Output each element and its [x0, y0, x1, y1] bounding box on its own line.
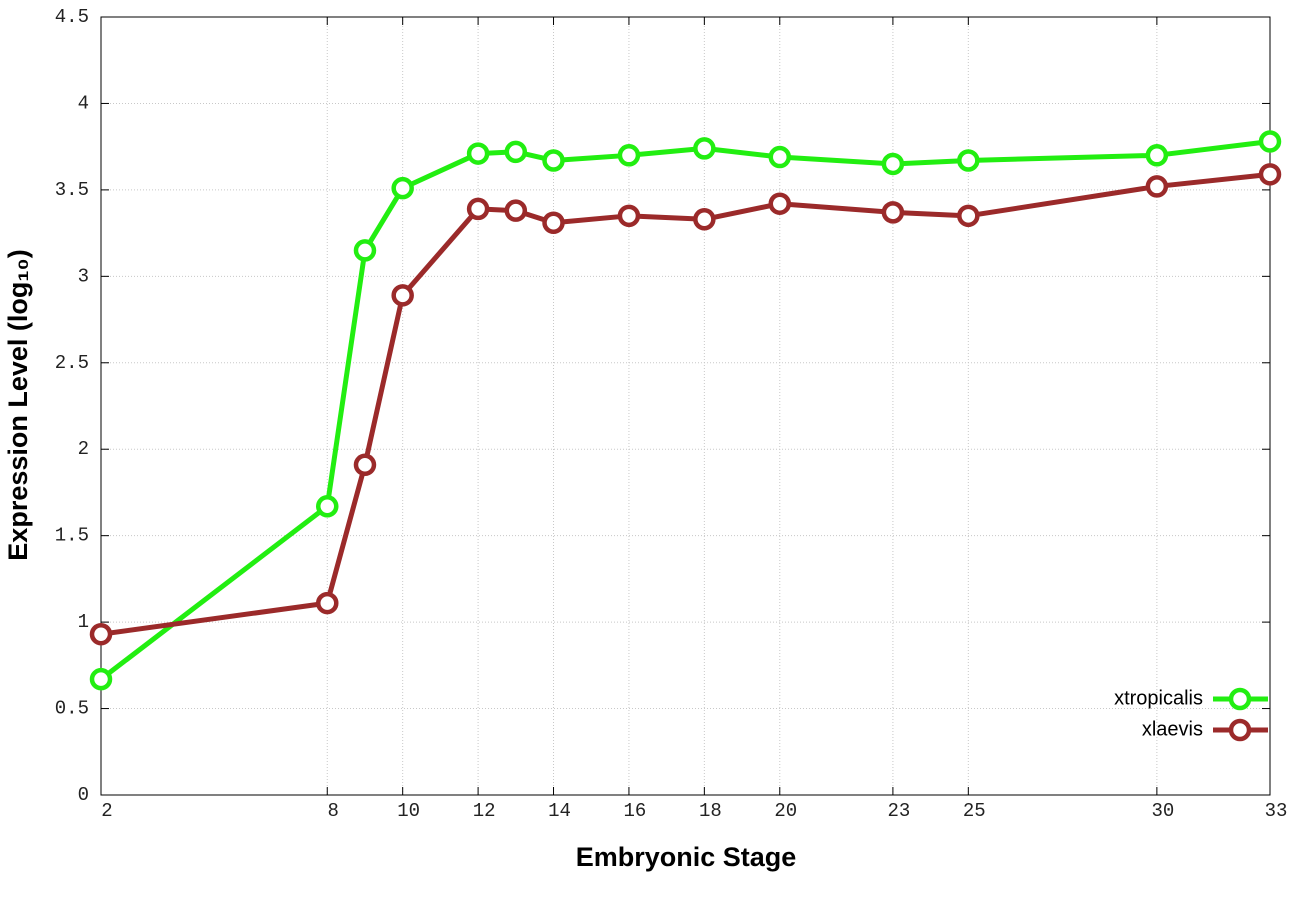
y-tick-label: 2.5 [55, 352, 89, 374]
point [89, 667, 113, 691]
point [693, 208, 716, 231]
point [316, 495, 339, 518]
x-tick-label: 30 [1151, 800, 1174, 822]
point [768, 192, 792, 215]
point [353, 239, 377, 262]
x-tick-label: 2 [101, 800, 112, 822]
point [542, 211, 565, 234]
y-tick-label: 2 [78, 438, 89, 460]
series-line [100, 171, 1271, 637]
y-tick-label: 3 [78, 265, 89, 287]
point [957, 149, 980, 172]
x-axis-label: Embryonic Stage [576, 842, 797, 872]
x-tick-label: 14 [548, 800, 571, 822]
y-axis-label: Expression Level (log₁₀) [3, 249, 33, 560]
y-tick-label: 0.5 [55, 698, 89, 720]
plot-frame [100, 16, 1271, 796]
point [1258, 130, 1282, 153]
point [1258, 163, 1282, 186]
point [504, 140, 528, 164]
legend-label: xlaevis [1142, 718, 1203, 740]
y-tick-label: 3.5 [55, 179, 89, 201]
point [693, 137, 716, 160]
x-tick-label: 23 [887, 800, 910, 822]
x-tick-label: 8 [328, 800, 339, 822]
y-tick-label: 4.5 [55, 6, 89, 28]
point [957, 204, 980, 228]
point [391, 284, 414, 307]
point [617, 204, 641, 228]
y-tick-label: 1 [78, 611, 89, 633]
point [353, 453, 377, 477]
point [542, 149, 565, 172]
y-tick-label: 4 [78, 92, 89, 114]
point [89, 622, 113, 646]
y-tick-label: 1.5 [55, 525, 89, 547]
x-tick-label: 18 [699, 800, 722, 822]
point [617, 144, 641, 167]
point [881, 152, 905, 176]
point [391, 176, 414, 200]
point [466, 197, 490, 221]
point [1145, 144, 1169, 167]
point [1145, 175, 1169, 198]
legend-marker [1228, 687, 1252, 711]
point [504, 199, 528, 222]
legend-marker [1228, 718, 1252, 742]
x-tick-label: 20 [774, 800, 797, 822]
x-tick-label: 12 [473, 800, 496, 822]
x-tick-label: 33 [1265, 800, 1288, 822]
point [881, 201, 905, 224]
legend-label: xtropicalis [1114, 687, 1203, 709]
y-tick-label: 0 [78, 784, 89, 806]
series-line [99, 138, 1271, 682]
point [466, 142, 490, 165]
x-tick-label: 10 [397, 800, 420, 822]
point [316, 591, 339, 615]
x-tick-label: 16 [624, 800, 647, 822]
point [768, 145, 792, 169]
x-tick-label: 25 [963, 800, 986, 822]
